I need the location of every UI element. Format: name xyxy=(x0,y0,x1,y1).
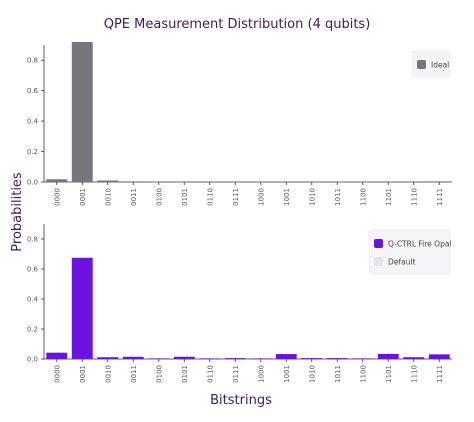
bar-q-ctrl-fire-opal-1010 xyxy=(301,358,323,359)
bar-q-ctrl-fire-opal-1110 xyxy=(403,357,425,359)
plot-layer: 0.0 0.2 0.4 0.6 0.8 0000 0001 0010 0011 0100 0101 0… xyxy=(27,41,452,383)
bar-ideal-0010 xyxy=(97,180,119,182)
x-tick-label: 1000 xyxy=(257,188,265,206)
bar-q-ctrl-fire-opal-0111 xyxy=(224,358,246,359)
bar-q-ctrl-fire-opal-1101 xyxy=(377,353,399,359)
bar-ideal-0000 xyxy=(46,179,68,182)
x-tick-label: 0111 xyxy=(232,188,240,206)
legend-top: Ideal xyxy=(411,50,451,78)
x-tick-label: 1001 xyxy=(283,188,291,206)
panel-bottom: 0.0 0.2 0.4 0.6 0.8 0000 0001 0010 0011 0100 0101 0… xyxy=(27,224,452,383)
y-axis-title: Probabilities xyxy=(10,172,25,252)
legend-label: Default xyxy=(388,258,415,267)
legend-swatch xyxy=(417,60,426,69)
x-tick-label: 1011 xyxy=(334,365,342,383)
x-tick-label: 1100 xyxy=(359,188,367,206)
bar-q-ctrl-fire-opal-1100 xyxy=(352,358,374,359)
y-tick-label: 0.6 xyxy=(27,87,39,95)
x-tick-label: 0000 xyxy=(53,188,61,206)
legend-swatch xyxy=(374,257,383,266)
x-tick-label: 0101 xyxy=(181,365,189,383)
x-tick-label: 0011 xyxy=(130,365,138,383)
y-tick-label: 0.4 xyxy=(27,296,39,304)
x-tick-label: 0010 xyxy=(104,365,112,383)
x-tick-label: 1010 xyxy=(308,188,316,206)
x-tick-label: 1111 xyxy=(436,365,444,383)
legend-box xyxy=(368,229,451,275)
y-tick-label: 0.4 xyxy=(27,118,39,126)
bar-q-ctrl-fire-opal-0101 xyxy=(173,356,195,359)
x-tick-label: 0001 xyxy=(79,188,87,206)
bar-q-ctrl-fire-opal-0110 xyxy=(199,358,221,359)
y-tick-label: 0.2 xyxy=(27,326,38,334)
x-tick-label: 0111 xyxy=(232,365,240,383)
legend-label: Ideal xyxy=(431,61,449,70)
y-tick-label: 0.0 xyxy=(27,356,38,364)
y-tick-label: 0.0 xyxy=(27,179,38,187)
x-tick-label: 0101 xyxy=(181,188,189,206)
bar-q-ctrl-fire-opal-1011 xyxy=(326,358,348,359)
x-tick-label: 0100 xyxy=(155,365,163,383)
bar-q-ctrl-fire-opal-0010 xyxy=(97,357,119,359)
x-tick-label: 0001 xyxy=(79,365,87,383)
bar-q-ctrl-fire-opal-0001 xyxy=(71,257,93,359)
x-tick-label: 1010 xyxy=(308,365,316,383)
x-tick-label: 0000 xyxy=(53,365,61,383)
bar-q-ctrl-fire-opal-0100 xyxy=(148,358,170,359)
x-tick-label: 1110 xyxy=(410,365,418,383)
bar-q-ctrl-fire-opal-1001 xyxy=(275,354,297,359)
bar-ideal-0011 xyxy=(122,181,144,182)
x-tick-label: 1000 xyxy=(257,365,265,383)
x-axis-title: Bitstrings xyxy=(210,393,272,408)
x-tick-label: 0110 xyxy=(206,188,214,206)
bar-q-ctrl-fire-opal-1000 xyxy=(250,358,272,359)
y-tick-label: 0.8 xyxy=(27,236,38,244)
bar-ideal-1111 xyxy=(428,181,450,182)
chart-title: QPE Measurement Distribution (4 qubits) xyxy=(104,17,371,32)
legend-label: Q-CTRL Fire Opal xyxy=(388,240,452,249)
bar-q-ctrl-fire-opal-0011 xyxy=(122,356,144,359)
bar-ideal-0001 xyxy=(71,41,93,183)
x-tick-label: 1111 xyxy=(436,188,444,206)
x-tick-label: 1011 xyxy=(334,188,342,206)
bar-q-ctrl-fire-opal-0000 xyxy=(46,352,68,359)
x-tick-label: 1100 xyxy=(359,365,367,383)
x-tick-label: 1001 xyxy=(283,365,291,383)
y-tick-label: 0.8 xyxy=(27,57,38,65)
x-tick-label: 0011 xyxy=(130,188,138,206)
y-tick-label: 0.6 xyxy=(27,266,39,274)
legend-box xyxy=(411,50,451,78)
legend-swatch xyxy=(374,239,383,248)
x-tick-label: 1110 xyxy=(410,188,418,206)
x-tick-label: 1101 xyxy=(385,188,393,206)
x-tick-label: 0010 xyxy=(104,188,112,206)
bar-q-ctrl-fire-opal-1111 xyxy=(428,354,450,359)
legend-bottom: Q-CTRL Fire Opal Default xyxy=(368,229,452,275)
x-tick-label: 0110 xyxy=(206,365,214,383)
x-tick-label: 1101 xyxy=(385,365,393,383)
x-tick-label: 0100 xyxy=(155,188,163,206)
panel-top: 0.0 0.2 0.4 0.6 0.8 0000 0001 0010 0011 0100 0101 0… xyxy=(27,41,452,206)
y-tick-label: 0.2 xyxy=(27,148,38,156)
